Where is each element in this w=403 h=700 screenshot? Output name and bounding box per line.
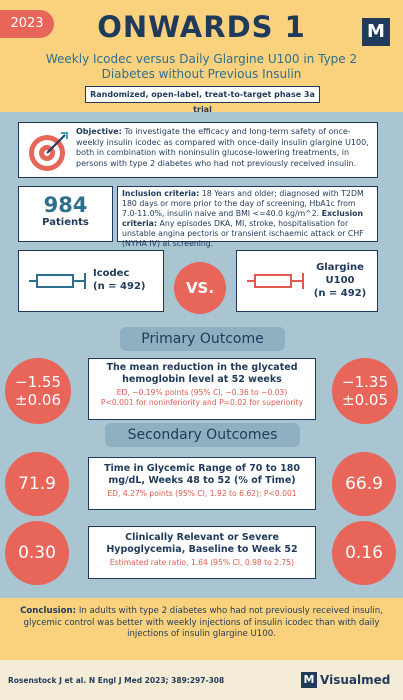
outcome-title: Clinically Relevant or Severe Hypoglycem… — [106, 532, 298, 555]
citation: Rosenstock J et al. N Engl J Med 2023; 3… — [8, 676, 225, 685]
criteria: Inclusion criteria: 18 Years and older; … — [117, 186, 378, 248]
icodec-box: Icodec (n = 492) — [18, 250, 164, 312]
primary-heading: Primary Outcome — [120, 327, 285, 351]
footer — [0, 660, 403, 700]
conclusion-label: Conclusion: — [20, 606, 77, 616]
objective-text: To investigate the efficacy and long-ter… — [76, 127, 369, 168]
patients-number: 984 — [43, 193, 88, 217]
brand: Visualmed — [320, 673, 391, 687]
year: 2023 — [0, 10, 54, 38]
outcome-left: 71.9 — [5, 452, 69, 516]
icodec-n: (n = 492) — [93, 281, 146, 292]
outcome-detail: Estimated rate ratio, 1.64 (95% CI, 0.98… — [109, 558, 295, 567]
icodec-name: Icodec — [93, 268, 130, 279]
inclusion-text: 18 Years and older; diagnosed with T2DM … — [122, 189, 364, 218]
icodec: Icodec (n = 492) — [93, 267, 145, 293]
exclusion-label: Exclusion criteria: — [122, 209, 364, 228]
primary-box: The mean reduction in the glycated hemog… — [88, 358, 316, 420]
patients-label: Patients — [42, 217, 89, 228]
conclusion-text: In adults with type 2 diabetes who had n… — [23, 606, 383, 639]
title: ONWARDS 1 — [97, 10, 306, 44]
footer-logo: M — [301, 672, 317, 688]
conclusion-band — [0, 598, 403, 660]
syringe-icon — [29, 273, 86, 289]
inclusion-label: Inclusion criteria: — [122, 189, 200, 198]
conclusion: Conclusion: In adults with type 2 diabet… — [14, 606, 389, 641]
objective-label: Objective: — [76, 127, 122, 136]
outcome-right: 0.16 — [332, 521, 396, 585]
objective-box: Objective: To investigate the efficacy a… — [18, 122, 378, 178]
outcome-left: 0.30 — [5, 521, 69, 585]
vs: VS. — [174, 262, 226, 314]
outcome-detail: ED, 4.27% points (95% CI, 1.92 to 6.62);… — [107, 489, 297, 498]
glargine-name: Glargine U100 — [316, 262, 364, 286]
primary-left: −1.55 ±0.06 — [5, 358, 71, 424]
glargine: Glargine U100 (n = 492) — [309, 261, 371, 300]
exclusion-text: Any episodes DKA, MI, stroke, hospitalis… — [122, 219, 364, 248]
target-icon — [29, 132, 68, 171]
outcome-title: Time in Glycemic Range of 70 to 180 mg/d… — [104, 463, 300, 486]
design: Randomized, open-label, treat-to-target … — [85, 86, 320, 114]
primary-right: −1.35 ±0.05 — [332, 358, 398, 424]
primary-ed: ED, −0.19% points (95% CI, −0.36 to −0.0… — [116, 388, 288, 397]
outcome-box: Time in Glycemic Range of 70 to 180 mg/d… — [88, 457, 316, 510]
patients-box: 984 Patients — [18, 186, 113, 242]
outcome-right: 66.9 — [332, 452, 396, 516]
glargine-box: Glargine U100 (n = 492) — [236, 250, 378, 312]
syringe-icon — [247, 273, 304, 289]
primary-p: P<0.001 for noninferiority and P=0.02 fo… — [100, 398, 304, 407]
secondary-heading: Secondary Outcomes — [105, 423, 300, 447]
objective: Objective: To investigate the efficacy a… — [76, 127, 374, 169]
subtitle: Weekly Icodec versus Daily Glargine U100… — [45, 52, 358, 81]
logo: M — [362, 18, 390, 46]
outcome-box: Clinically Relevant or Severe Hypoglycem… — [88, 526, 316, 579]
glargine-n: (n = 492) — [313, 288, 367, 299]
primary-title: The mean reduction in the glycated hemog… — [106, 362, 298, 385]
